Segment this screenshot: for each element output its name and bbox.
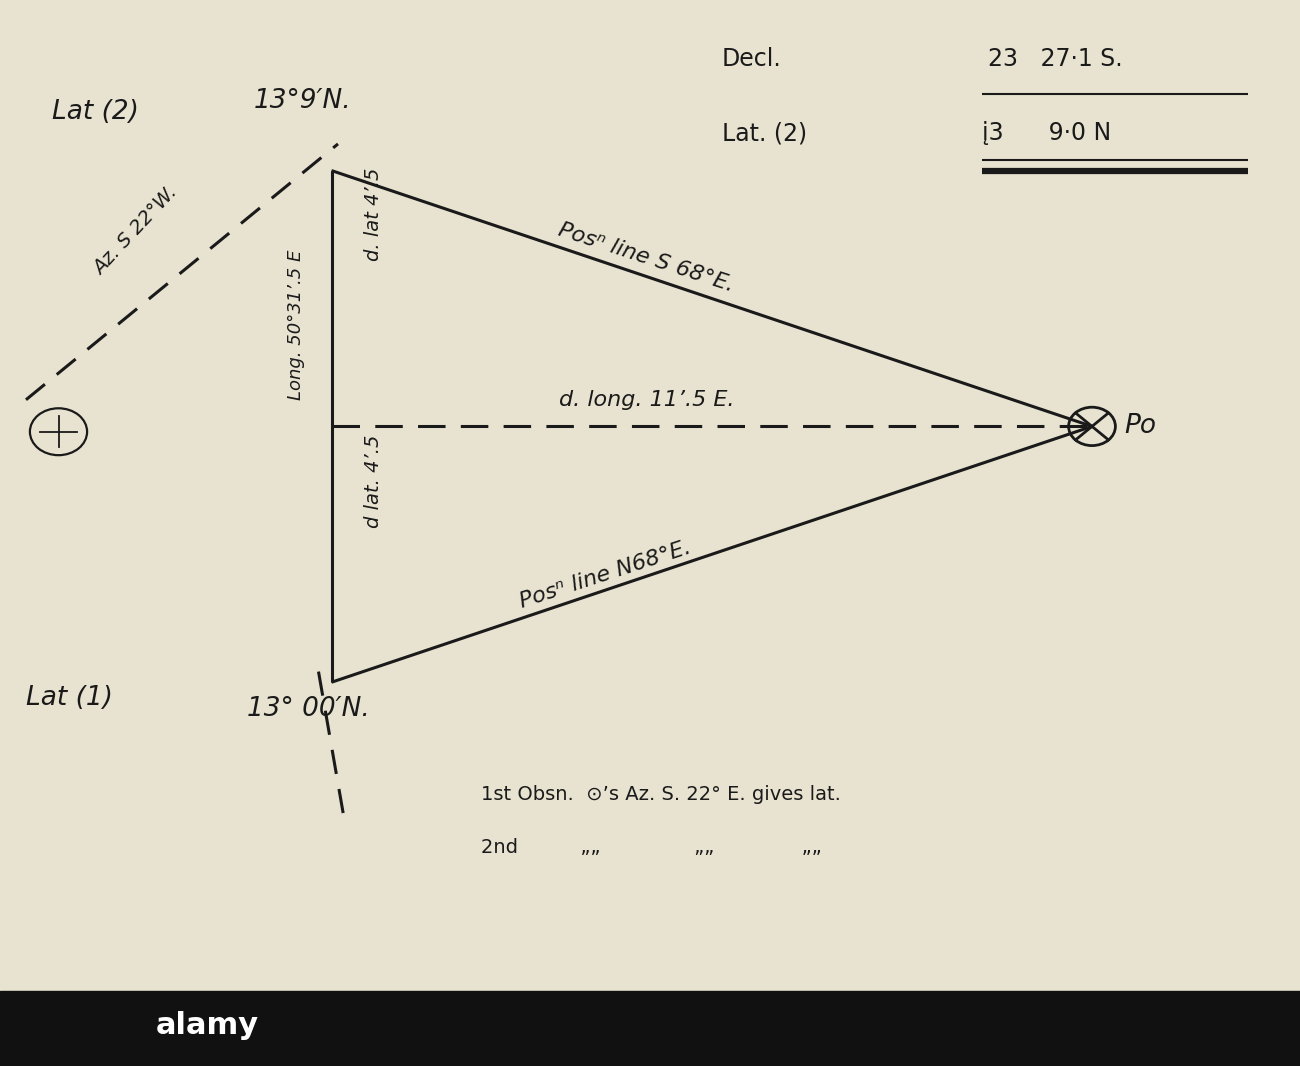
Text: alamy: alamy xyxy=(156,1011,259,1040)
Text: d. long. 11’.5 E.: d. long. 11’.5 E. xyxy=(559,390,734,409)
Text: Posⁿ line S 68°E.: Posⁿ line S 68°E. xyxy=(556,220,737,295)
Text: 2nd          „„               „„              „„: 2nd „„ „„ „„ xyxy=(481,838,822,857)
Text: d. lat 4’.5: d. lat 4’.5 xyxy=(364,167,382,261)
Text: Lat (2): Lat (2) xyxy=(52,99,139,125)
Text: 13° 00′N.: 13° 00′N. xyxy=(247,696,369,722)
Text: Decl.: Decl. xyxy=(722,47,781,70)
Text: 1st Obsn.  ⊙’s Az. S. 22° E. gives lat.: 1st Obsn. ⊙’s Az. S. 22° E. gives lat. xyxy=(481,785,841,804)
Text: Long. 50°31’.5 E: Long. 50°31’.5 E xyxy=(287,249,306,400)
Text: Posⁿ line N68°E.: Posⁿ line N68°E. xyxy=(517,537,693,612)
Text: Lat (1): Lat (1) xyxy=(26,685,113,711)
Text: Lat. (2): Lat. (2) xyxy=(722,122,806,145)
Text: Po: Po xyxy=(1124,414,1157,439)
Text: Az. S 22°W.: Az. S 22°W. xyxy=(91,182,182,278)
Text: 13°9′N.: 13°9′N. xyxy=(254,88,351,114)
Text: į3      9·0 N: į3 9·0 N xyxy=(982,122,1110,145)
Text: 23   27·1 S.: 23 27·1 S. xyxy=(988,47,1123,70)
Text: d lat. 4’.5: d lat. 4’.5 xyxy=(364,434,382,528)
